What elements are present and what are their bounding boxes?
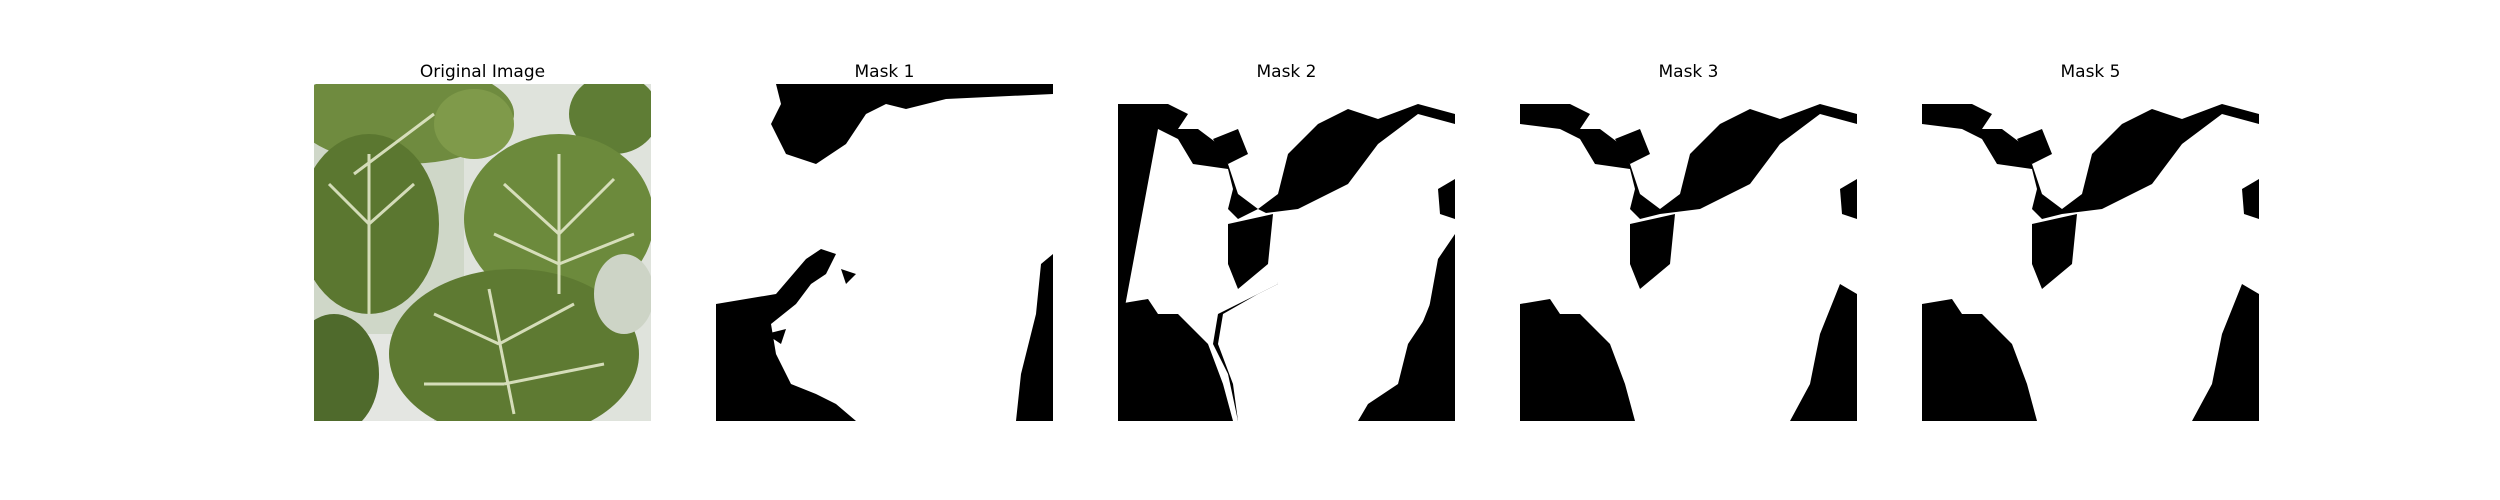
mask-5-image <box>1922 84 2259 421</box>
mask-3-title: Mask 3 <box>1658 62 1719 82</box>
mask-5-title: Mask 5 <box>2060 62 2121 82</box>
original-image-title: Original Image <box>419 62 546 82</box>
mask-3-image <box>1520 84 1857 421</box>
mask-2-image <box>1118 84 1455 421</box>
mask-5-panel: Mask 5 <box>1922 62 2259 421</box>
mask-2-title: Mask 2 <box>1256 62 1317 82</box>
mask-1-panel: Mask 1 <box>716 62 1053 421</box>
mask-2-panel: Mask 2 <box>1118 62 1455 421</box>
mask-1-image <box>716 84 1053 421</box>
original-image <box>314 84 651 421</box>
mask-1-title: Mask 1 <box>854 62 915 82</box>
mask-3-panel: Mask 3 <box>1520 62 1857 421</box>
original-image-panel: Original Image <box>314 62 651 421</box>
